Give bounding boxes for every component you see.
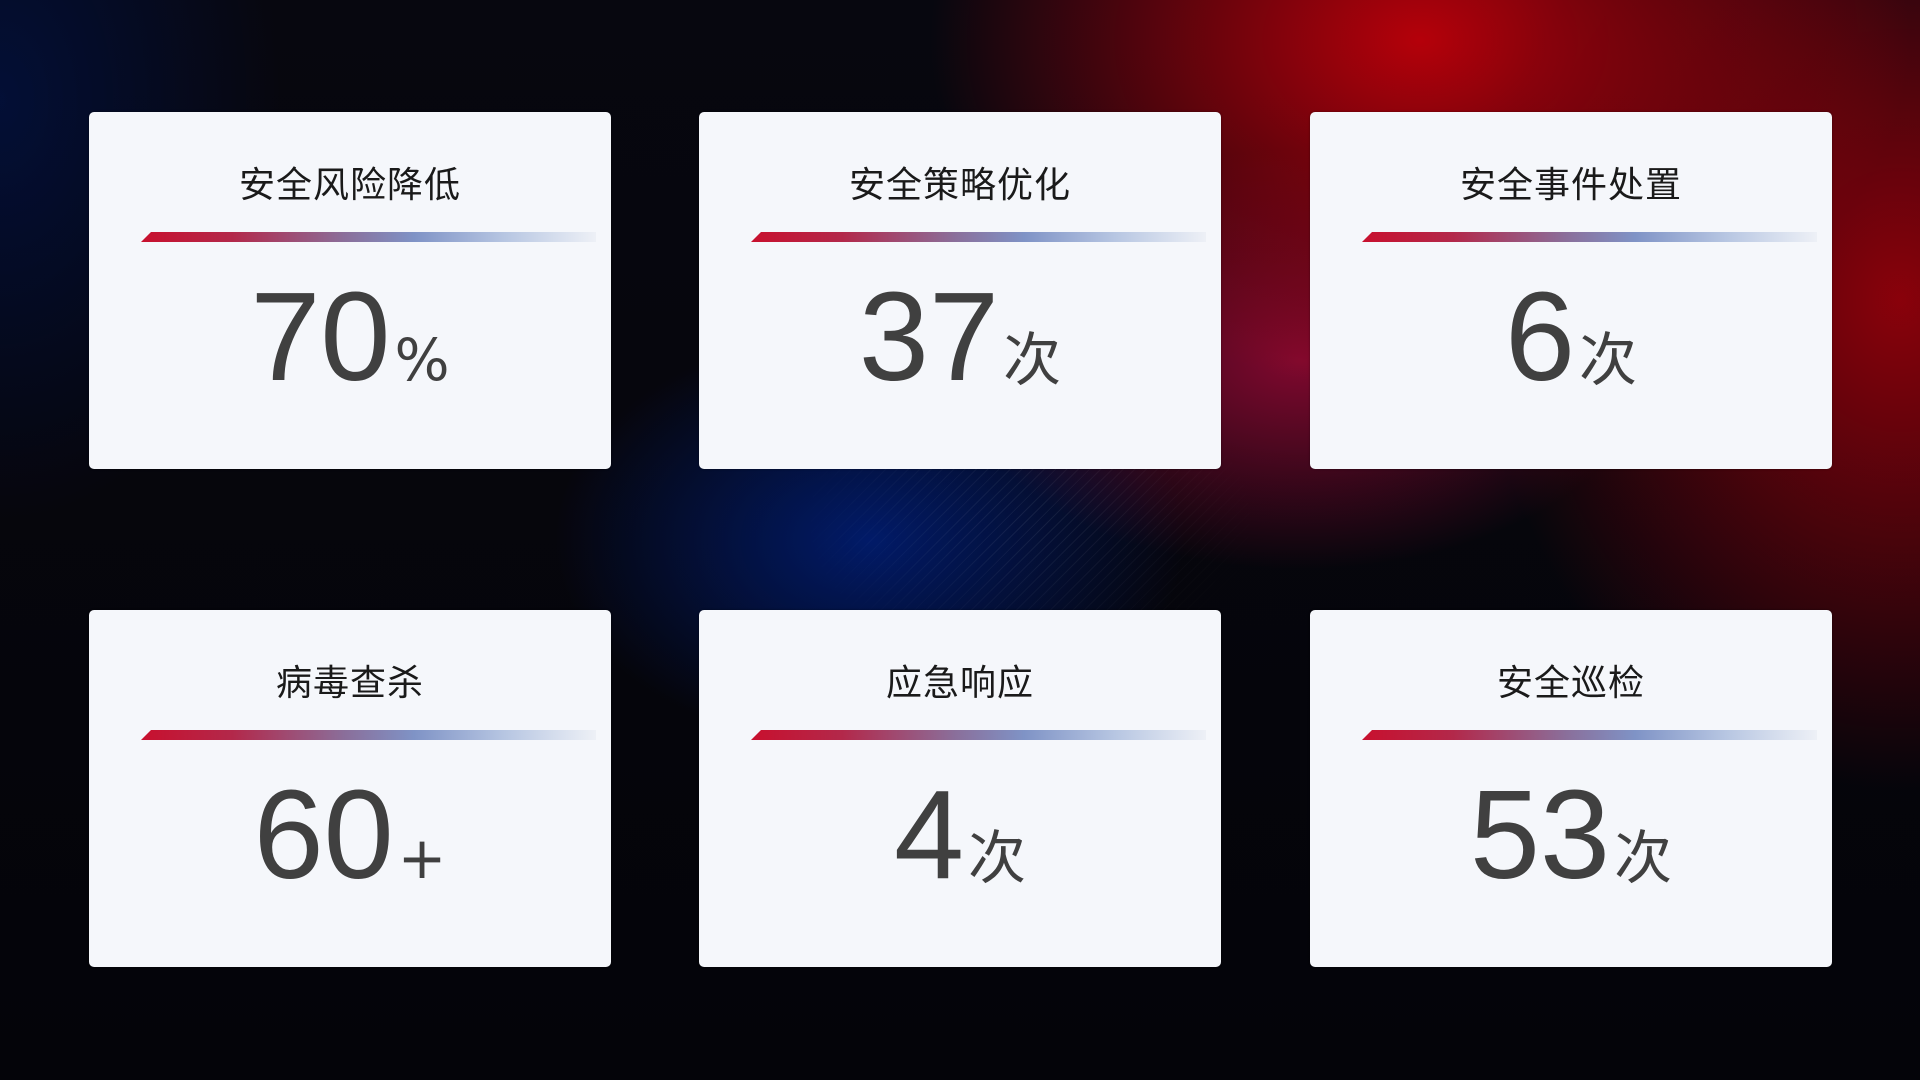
card-value: 53次 <box>1310 772 1832 898</box>
value-number: 53 <box>1469 764 1611 905</box>
value-number: 70 <box>250 266 391 407</box>
value-unit: % <box>394 326 450 394</box>
card-title: 安全事件处置 <box>1459 165 1682 206</box>
value-unit: 次 <box>968 824 1027 892</box>
value-number: 4 <box>893 764 965 905</box>
stat-card-policy-optimization: 安全策略优化 37次 <box>699 112 1221 469</box>
value-number: 37 <box>858 266 1000 407</box>
stat-card-risk-reduction: 安全风险降低 70% <box>89 112 611 469</box>
card-title: 安全风险降低 <box>238 165 461 206</box>
gradient-divider <box>751 730 1206 740</box>
card-value: 60+ <box>89 772 611 898</box>
card-value: 6次 <box>1310 274 1832 400</box>
card-value: 37次 <box>699 274 1221 400</box>
card-title: 应急响应 <box>885 663 1034 704</box>
stat-card-incident-handling: 安全事件处置 6次 <box>1310 112 1832 469</box>
card-title: 安全策略优化 <box>848 165 1071 206</box>
gradient-divider <box>751 232 1206 242</box>
gradient-divider <box>1362 232 1817 242</box>
stat-card-virus-removal: 病毒查杀 60+ <box>89 610 611 967</box>
value-number: 60 <box>253 764 394 905</box>
gradient-divider <box>141 730 596 740</box>
value-unit: + <box>397 824 447 892</box>
gradient-divider <box>1362 730 1817 740</box>
card-value: 70% <box>89 274 611 400</box>
card-value: 4次 <box>699 772 1221 898</box>
value-unit: 次 <box>1579 326 1638 394</box>
stat-card-emergency-response: 应急响应 4次 <box>699 610 1221 967</box>
card-title: 安全巡检 <box>1496 663 1645 704</box>
stat-card-security-inspection: 安全巡检 53次 <box>1310 610 1832 967</box>
gradient-divider <box>141 232 596 242</box>
value-unit: 次 <box>1003 326 1062 394</box>
value-number: 6 <box>1504 266 1576 407</box>
card-title: 病毒查杀 <box>275 663 424 704</box>
value-unit: 次 <box>1614 824 1673 892</box>
